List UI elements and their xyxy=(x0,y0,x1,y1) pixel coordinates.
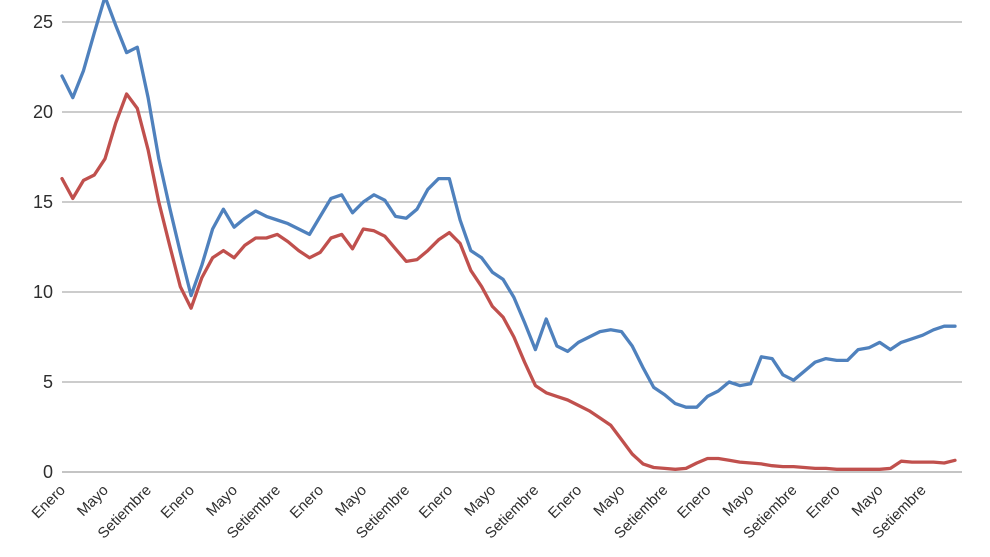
y-axis-tick-label: 0 xyxy=(43,462,53,482)
y-axis-tick-label: 20 xyxy=(33,102,53,122)
line-series-blue xyxy=(60,0,957,409)
y-axis-tick-label: 10 xyxy=(33,282,53,302)
line-series-red xyxy=(60,92,957,471)
y-axis-tick-label: 15 xyxy=(33,192,53,212)
y-axis-tick-label: 5 xyxy=(43,372,53,392)
y-axis-tick-label: 25 xyxy=(33,12,53,32)
